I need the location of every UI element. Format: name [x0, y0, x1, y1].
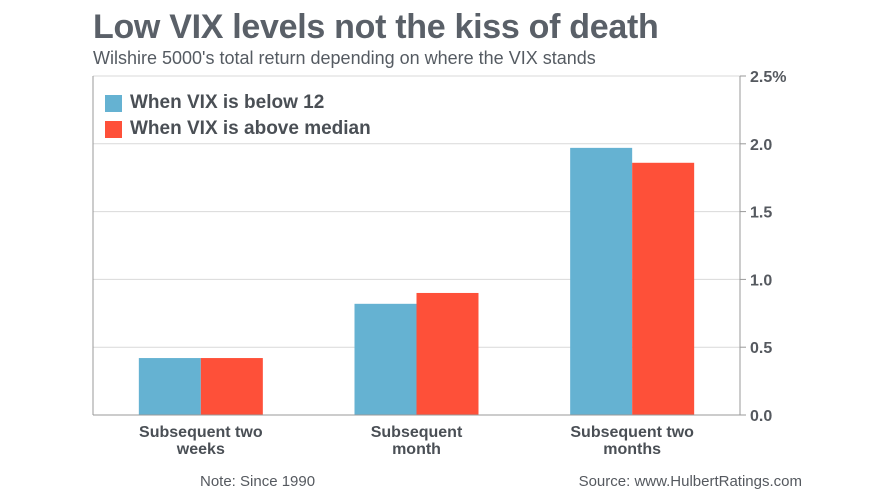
y-tick-label: 1.5 [750, 205, 772, 222]
y-tick-label: 1.0 [750, 272, 772, 289]
x-tick-label: months [603, 441, 661, 458]
chart-subtitle: Wilshire 5000's total return depending o… [93, 48, 596, 68]
legend-swatch-above-median [105, 120, 122, 138]
legend-swatch-below-12 [105, 94, 122, 112]
legend-label-above-median: When VIX is above median [130, 118, 371, 139]
bar-above-median [200, 358, 263, 415]
x-tick-label: Subsequent two [570, 424, 694, 441]
bar-above-median [416, 292, 479, 415]
bar-above-median [632, 162, 695, 415]
x-tick-label: Subsequent [371, 424, 463, 441]
footnote: Note: Since 1990 [200, 473, 316, 490]
x-tick-label: month [392, 441, 441, 458]
x-tick-label: Subsequent two [139, 424, 263, 441]
legend-item-above-median: When VIX is above median [105, 116, 371, 142]
x-tick-label: weeks [176, 441, 225, 458]
legend-item-below-12: When VIX is below 12 [105, 90, 371, 116]
y-tick-label: 2.5% [750, 69, 786, 86]
y-tick-label: 2.0 [750, 137, 772, 154]
y-tick-label: 0.0 [750, 408, 772, 425]
source-credit: Source: www.HulbertRatings.com [578, 473, 802, 490]
bar-below-12 [354, 303, 417, 415]
y-tick-label: 0.5 [750, 340, 772, 357]
legend: When VIX is below 12 When VIX is above m… [105, 90, 371, 142]
chart-title: Low VIX levels not the kiss of death [93, 8, 659, 46]
bar-below-12 [138, 358, 201, 415]
legend-label-below-12: When VIX is below 12 [130, 92, 325, 113]
bar-below-12 [570, 147, 633, 416]
